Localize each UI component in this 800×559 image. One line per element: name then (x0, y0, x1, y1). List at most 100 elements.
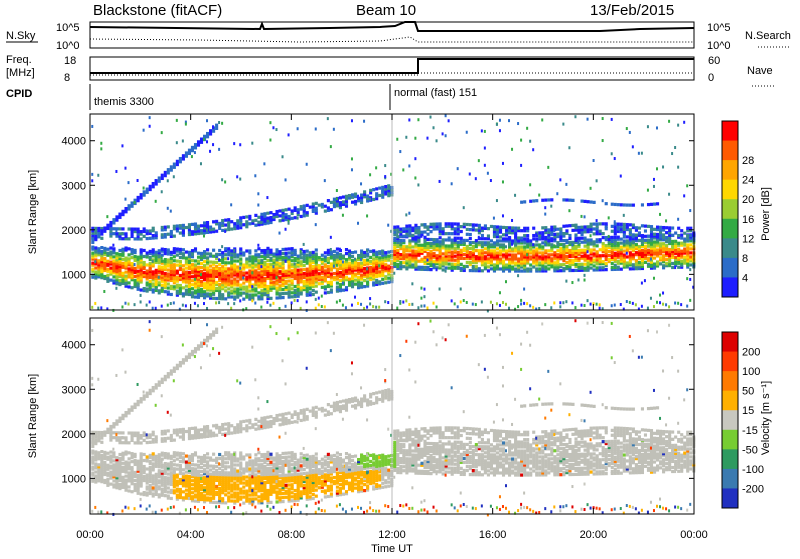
scatter-cell (215, 297, 218, 300)
scatter-cell (562, 301, 564, 304)
scatter-cell (511, 226, 514, 229)
scatter-cell (683, 121, 685, 124)
scatter-cell (565, 224, 568, 227)
scatter-cell (599, 230, 602, 233)
scatter-cell (324, 263, 327, 266)
scatter-cell (484, 247, 487, 250)
scatter-cell (626, 239, 629, 242)
scatter-cell (306, 300, 308, 303)
scatter-cell (508, 253, 511, 256)
scatter-cell (209, 293, 212, 296)
scatter-cell (227, 302, 229, 305)
scatter-cell (671, 234, 674, 237)
scatter-cell (556, 233, 559, 236)
scatter-cell (300, 215, 303, 218)
scatter-cell (436, 254, 439, 257)
scatter-cell (405, 299, 407, 302)
scatter-cell (656, 301, 658, 304)
scatter-cell (484, 255, 487, 258)
nsearch-tick-top: 10^5 (707, 22, 731, 34)
scatter-cell (224, 180, 226, 183)
scatter-cell (158, 469, 161, 472)
scatter-cell (345, 252, 348, 255)
scatter-cell (559, 263, 562, 266)
scatter-cell (656, 167, 658, 170)
scatter-cell (121, 258, 124, 261)
scatter-cell (614, 252, 617, 255)
scatter-cell (121, 452, 124, 455)
scatter-cell (342, 304, 344, 307)
scatter-cell (454, 263, 457, 266)
scatter-cell (106, 419, 108, 422)
scatter-cell (194, 451, 197, 454)
scatter-cell (466, 261, 469, 264)
scatter-cell (611, 118, 613, 121)
scatter-cell (611, 152, 613, 155)
scatter-cell (363, 307, 365, 310)
scatter-cell (297, 269, 300, 272)
scatter-cell (457, 237, 460, 240)
scatter-cell (629, 228, 632, 231)
scatter-cell (254, 287, 257, 290)
scatter-cell (632, 145, 634, 148)
scatter-cell (206, 256, 209, 259)
scatter-cell (149, 441, 152, 444)
scatter-cell (197, 304, 199, 307)
scatter-cell (417, 260, 420, 263)
scatter-cell (568, 146, 570, 149)
scatter-cell (179, 248, 182, 251)
scatter-cell (197, 460, 200, 463)
scatter-cell (562, 198, 565, 201)
scatter-cell (182, 472, 185, 475)
scatter-cell (327, 206, 330, 209)
scatter-cell (568, 237, 571, 240)
scatter-cell (257, 221, 260, 224)
scatter-cell (605, 268, 608, 271)
scatter-cell (411, 226, 414, 229)
scatter-cell (155, 404, 157, 407)
scatter-cell (396, 138, 398, 141)
scatter-cell (134, 471, 137, 474)
scatter-cell (143, 431, 146, 434)
scatter-cell (155, 179, 157, 182)
scatter-cell (502, 162, 504, 165)
scatter-cell (197, 260, 200, 263)
scatter-cell (134, 303, 136, 306)
scatter-cell (502, 180, 504, 183)
scatter-cell (272, 281, 275, 284)
scatter-cell (282, 256, 285, 259)
scatter-cell (218, 301, 220, 304)
scatter-cell (538, 261, 541, 264)
scatter-cell (318, 282, 321, 285)
scatter-cell (411, 249, 414, 252)
scatter-cell (203, 260, 206, 263)
scatter-cell (544, 303, 546, 306)
scatter-cell (360, 273, 363, 276)
scatter-cell (677, 227, 680, 230)
scatter-cell (254, 253, 257, 256)
scatter-cell (626, 252, 628, 255)
scatter-cell (547, 198, 550, 201)
scatter-cell (209, 354, 211, 357)
scatter-cell (436, 222, 439, 225)
scatter-cell (158, 276, 160, 279)
scatter-cell (451, 239, 454, 242)
scatter-cell (167, 429, 170, 432)
scatter-cell (112, 431, 115, 434)
scatter-cell (330, 248, 332, 251)
scatter-cell (291, 217, 294, 220)
scatter-cell (209, 456, 212, 459)
scatter-cell (656, 126, 658, 129)
scatter-cell (641, 282, 643, 285)
scatter-cell (420, 266, 423, 269)
scatter-cell (369, 266, 372, 269)
scatter-cell (152, 486, 155, 489)
scatter-cell (170, 293, 173, 296)
scatter-cell (103, 226, 106, 232)
scatter-cell (212, 220, 215, 223)
scatter-cell (405, 136, 407, 139)
scatter-cell (221, 219, 224, 222)
scatter-cell (357, 222, 359, 225)
scatter-cell (140, 397, 143, 403)
scatter-cell (224, 267, 227, 270)
